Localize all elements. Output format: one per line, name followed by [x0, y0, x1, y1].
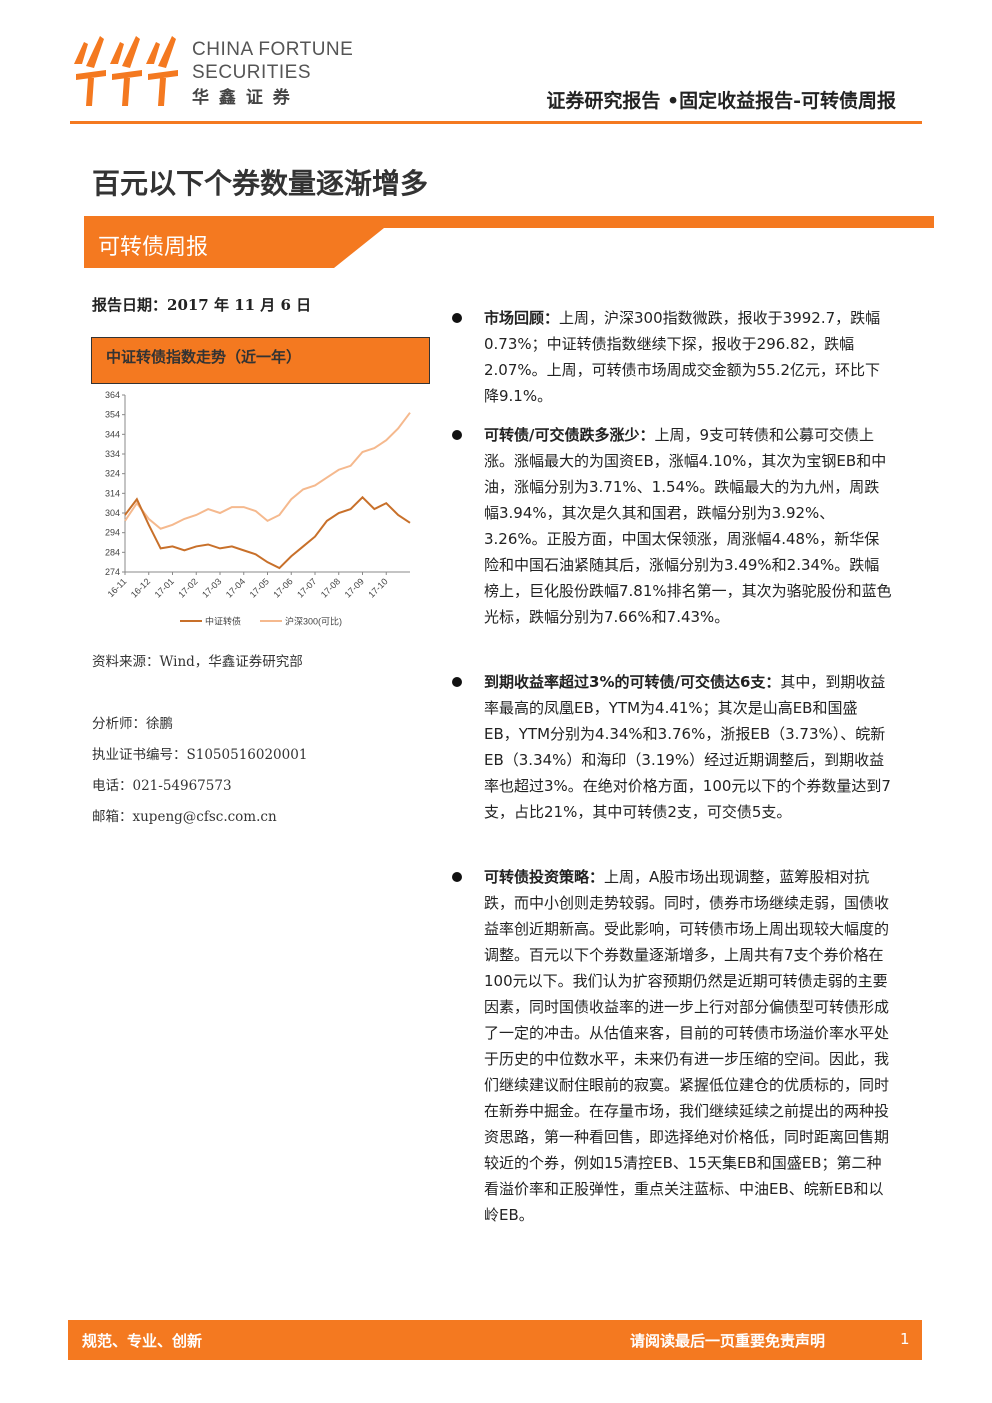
y-tick-label: 354 — [105, 410, 120, 420]
report-type: 证券研究报告 •固定收益报告-可转债周报 — [546, 90, 896, 112]
bullet-lead: 到期收益率超过3%的可转债/可交债达6支： — [484, 673, 781, 691]
y-tick-label: 294 — [105, 528, 120, 538]
bullet: 市场回顾：上周，沪深300指数微跌，报收于3992.7，跌幅0.73%；中证转债… — [484, 305, 892, 409]
x-tick-label: 17-05 — [248, 576, 271, 599]
x-tick-label: 17-01 — [153, 576, 176, 599]
bullet: 可转债/可交债跌多涨少：上周，9支可转债和公募可交债上涨。涨幅最大的为国资EB，… — [484, 422, 892, 630]
y-tick-label: 304 — [105, 508, 120, 518]
page-number: 1 — [900, 1330, 910, 1348]
x-tick-label: 17-06 — [271, 576, 294, 599]
banner-shape — [84, 216, 934, 268]
bullet: 可转债投资策略：上周，A股市场出现调整，蓝筹股相对抗跌，而中小创则走势较弱。同时… — [484, 864, 892, 1228]
chart: 274 284 294 304 314 324 334 344 354 364 16-11 16-12… — [105, 390, 411, 627]
bullet-dot — [452, 313, 462, 323]
report-title: 百元以下个券数量逐渐增多 — [92, 167, 429, 200]
company-en: SECURITIES — [192, 62, 312, 83]
bullet: 到期收益率超过3%的可转债/可交债达6支：其中，到期收益率最高的凤凰EB，YTM… — [484, 669, 892, 825]
legend-label: 中证转债 — [205, 616, 241, 627]
legend-label: 沪深300(可比) — [285, 616, 342, 627]
series-line — [124, 412, 411, 530]
y-tick-label: 284 — [105, 547, 120, 557]
source: 资料来源：Wind，华鑫证券研究部 — [92, 654, 303, 670]
x-tick-label: 17-04 — [224, 576, 247, 599]
bullet-lead: 可转债/可交债跌多涨少： — [484, 426, 655, 444]
y-tick-label: 314 — [105, 488, 120, 498]
analyst-line: 分析师：徐鹏 — [92, 716, 173, 732]
analyst-line: 执业证书编号：S1050516020001 — [92, 747, 308, 763]
y-tick-label: 274 — [105, 567, 120, 577]
x-tick-label: 17-08 — [319, 576, 342, 599]
company-en: CHINA FORTUNE — [192, 39, 354, 60]
bullet-lead: 可转债投资策略： — [484, 868, 605, 886]
company-cn: 华 鑫 证 券 — [192, 88, 292, 108]
footer-disclaimer: 请阅读最后一页重要免责声明 — [630, 1332, 826, 1350]
analyst-line: 邮箱：xupeng@cfsc.com.cn — [92, 809, 277, 825]
footer-bar — [68, 1320, 922, 1360]
banner-text: 可转债周报 — [98, 235, 209, 260]
bullet-text: 上周，沪深300指数微跌，报收于3992.7，跌幅0.73%；中证转债指数继续下… — [484, 309, 881, 405]
chart-title-box — [91, 337, 430, 384]
header-rule — [70, 121, 922, 124]
y-tick-label: 364 — [105, 390, 120, 400]
x-tick-label: 17-03 — [200, 576, 223, 599]
chart-title: 中证转债指数走势（近一年） — [106, 348, 302, 366]
y-tick-label: 344 — [105, 429, 120, 439]
x-tick-label: 17-10 — [366, 576, 389, 599]
bullet-dot — [452, 677, 462, 687]
footer-slogan: 规范、专业、创新 — [82, 1332, 203, 1350]
bullet-text: 上周，9支可转债和公募可交债上涨。涨幅最大的为国资EB，涨幅4.10%，其次为宝… — [484, 426, 892, 626]
series-line — [124, 495, 411, 570]
x-tick-label: 16-11 — [106, 576, 129, 599]
x-tick-label: 16-12 — [129, 576, 152, 599]
y-tick-label: 334 — [105, 449, 120, 459]
bullet-text: 其中，到期收益率最高的凤凰EB，YTM为4.41%；其次是山高EB和国盛EB，Y… — [484, 673, 891, 821]
bullet-dot — [452, 430, 462, 440]
analyst-line: 电话：021-54967573 — [92, 778, 232, 794]
x-tick-label: 17-09 — [343, 576, 366, 599]
x-tick-label: 17-07 — [295, 576, 318, 599]
bullet-lead: 市场回顾： — [484, 309, 560, 327]
bullet-text: 上周，A股市场出现调整，蓝筹股相对抗跌，而中小创则走势较弱。同时，债券市场继续走… — [484, 868, 890, 1224]
bullet-dot — [452, 872, 462, 882]
x-tick-label: 17-02 — [176, 576, 199, 599]
report-date: 报告日期：2017 年 11 月 6 日 — [92, 296, 312, 314]
y-tick-label: 324 — [105, 469, 120, 479]
logo-mark — [74, 36, 178, 106]
